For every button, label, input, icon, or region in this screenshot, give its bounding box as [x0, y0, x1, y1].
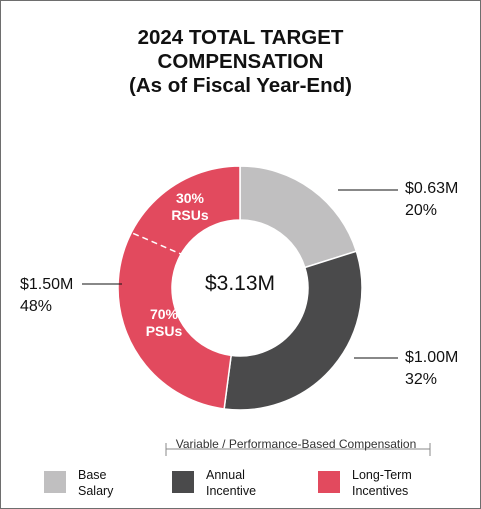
legend-text-annual: Annual Incentive	[206, 467, 256, 499]
psu-name: PSUs	[145, 323, 183, 339]
title-line-2: COMPENSATION	[157, 50, 324, 73]
bracket-label: Variable / Performance-Based Compensatio…	[175, 437, 417, 451]
legend-ltip-line1: Long-Term	[352, 468, 412, 482]
legend-annual-line2: Incentive	[206, 484, 257, 498]
legend-text-ltip: Long-Term Incentives	[352, 467, 412, 499]
psu-label: 70% PSUs	[124, 306, 204, 340]
legend-swatch-ltip	[318, 471, 340, 493]
total-label: $3.13M	[204, 272, 276, 295]
annotation-ltip-pct: 48%	[20, 298, 53, 315]
legend-base-line2: Salary	[78, 484, 114, 498]
legend-text-base: Base Salary	[78, 467, 113, 499]
annotation-ltip: $1.50M 48%	[20, 274, 73, 318]
annotation-annual-pct: 32%	[405, 371, 438, 388]
rsu-label: 30% RSUs	[150, 190, 230, 224]
chart-title: 2024 TOTAL TARGET COMPENSATION (As of Fi…	[0, 26, 481, 98]
slice-long-term-incentives	[117, 165, 241, 410]
annotation-base-pct: 20%	[405, 202, 438, 219]
legend-swatch-annual	[172, 471, 194, 493]
annotation-annual-amount: $1.00M	[405, 349, 459, 366]
title-line-1: 2024 TOTAL TARGET	[137, 26, 344, 49]
annotation-ltip-amount: $1.50M	[20, 276, 74, 293]
rsu-name: RSUs	[171, 207, 209, 223]
annotation-base-amount: $0.63M	[405, 180, 459, 197]
slice-annual-incentive	[223, 250, 363, 411]
legend-swatch-base	[44, 471, 66, 493]
legend-base-line1: Base	[78, 468, 107, 482]
legend-annual-line1: Annual	[206, 468, 245, 482]
annotation-base: $0.63M 20%	[405, 178, 458, 222]
slice-base-salary	[239, 165, 358, 269]
variable-bracket	[165, 443, 431, 456]
rsu-pct: 30%	[175, 190, 205, 206]
title-line-3: (As of Fiscal Year-End)	[129, 74, 352, 97]
psu-pct: 70%	[149, 306, 179, 322]
legend-ltip-line2: Incentives	[352, 484, 409, 498]
annotation-annual: $1.00M 32%	[405, 347, 458, 391]
